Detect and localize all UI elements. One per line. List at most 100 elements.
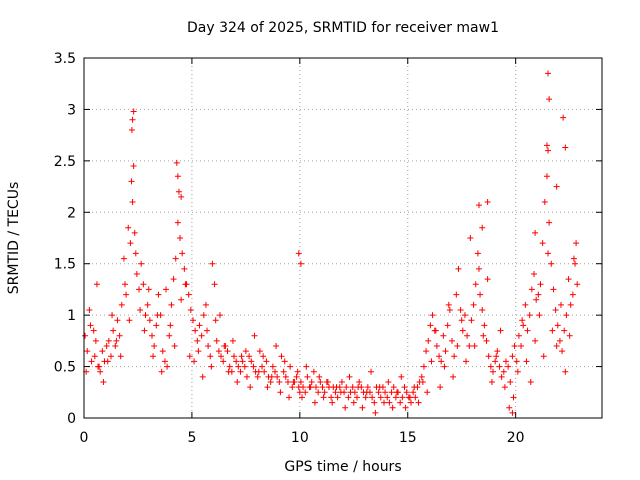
data-point	[168, 301, 175, 308]
data-point	[297, 260, 304, 267]
data-point	[441, 363, 448, 370]
data-point	[194, 337, 201, 344]
data-point	[563, 312, 570, 319]
data-point	[195, 348, 202, 355]
data-point	[296, 389, 303, 396]
data-point	[556, 337, 563, 344]
data-point	[483, 337, 490, 344]
data-point	[130, 163, 137, 169]
data-point	[457, 307, 464, 313]
data-point	[415, 399, 422, 406]
data-point	[284, 379, 291, 385]
data-point	[117, 353, 124, 360]
data-point	[182, 281, 189, 288]
data-point	[343, 384, 350, 391]
data-point	[425, 337, 432, 344]
data-point	[256, 348, 263, 355]
x-tick-label: 10	[291, 430, 309, 446]
data-point	[356, 379, 363, 385]
data-point	[321, 389, 328, 396]
data-point	[466, 343, 473, 349]
data-point	[308, 379, 315, 385]
data-point	[388, 389, 395, 396]
data-point	[438, 358, 445, 365]
data-point	[132, 250, 139, 257]
data-point	[196, 322, 203, 329]
plot-frame	[83, 57, 603, 419]
data-point	[511, 343, 518, 349]
data-point	[509, 353, 516, 360]
data-series	[82, 70, 581, 416]
data-point	[205, 343, 212, 349]
data-point	[560, 114, 567, 121]
data-point	[137, 307, 144, 313]
data-point	[302, 389, 309, 396]
data-point	[546, 96, 553, 103]
data-point	[402, 404, 409, 411]
data-point	[515, 332, 522, 339]
data-point	[255, 368, 262, 375]
data-point	[280, 368, 287, 375]
data-point	[381, 399, 388, 406]
data-point	[287, 363, 294, 370]
data-point	[475, 265, 482, 272]
data-point	[233, 358, 240, 365]
data-point	[566, 332, 573, 339]
data-point	[573, 240, 580, 247]
data-point	[427, 322, 434, 329]
data-point	[100, 379, 107, 385]
data-point	[159, 348, 166, 355]
data-point	[479, 307, 486, 313]
y-tick-label: 0.5	[54, 360, 76, 376]
data-point	[104, 358, 111, 365]
data-point	[187, 307, 194, 313]
data-point	[334, 394, 341, 401]
data-point	[264, 384, 271, 391]
data-point	[535, 291, 542, 298]
data-point	[540, 353, 547, 360]
data-point	[513, 358, 520, 365]
data-point	[518, 343, 525, 349]
data-point	[289, 384, 296, 391]
data-point	[181, 265, 188, 272]
data-point	[136, 286, 143, 293]
data-point	[260, 353, 267, 360]
data-point	[177, 235, 184, 241]
data-point	[138, 260, 145, 267]
data-point	[550, 286, 557, 293]
data-point	[532, 337, 539, 344]
data-point	[464, 332, 471, 339]
data-point	[200, 312, 207, 319]
data-point	[128, 127, 135, 133]
data-point	[215, 348, 222, 355]
data-point	[129, 116, 136, 123]
data-point	[500, 368, 507, 375]
data-point	[454, 343, 461, 349]
data-point	[178, 193, 185, 200]
y-tick-label: 2	[67, 205, 76, 221]
data-point	[154, 312, 161, 319]
data-point	[338, 379, 345, 385]
data-point	[294, 368, 301, 375]
data-point	[527, 379, 534, 385]
data-point	[250, 363, 257, 370]
data-point	[350, 399, 357, 406]
data-point	[359, 404, 366, 411]
data-point	[398, 373, 405, 380]
data-point	[202, 301, 209, 308]
data-point	[549, 327, 556, 334]
data-point	[393, 389, 400, 396]
data-point	[298, 394, 305, 401]
data-point	[419, 379, 426, 385]
data-point	[548, 260, 555, 267]
data-point	[444, 322, 451, 329]
data-point	[411, 384, 418, 391]
data-point	[342, 404, 349, 411]
data-point	[355, 384, 362, 391]
data-point	[295, 250, 302, 257]
data-point	[278, 353, 285, 360]
data-point	[297, 379, 304, 385]
y-tick-label: 3.5	[54, 51, 76, 67]
data-point	[224, 348, 231, 355]
